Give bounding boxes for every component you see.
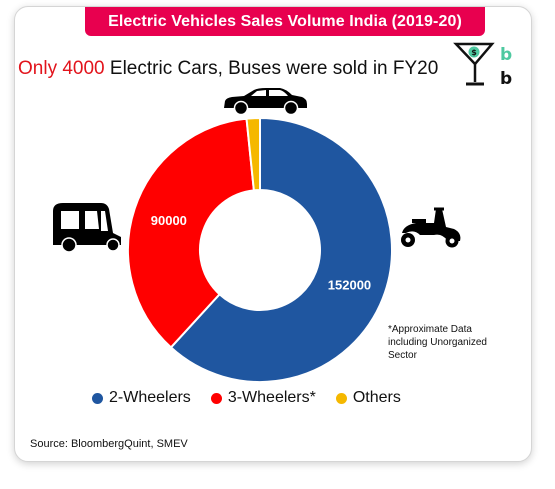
subtitle-rest: Electric Cars, Buses were sold in FY20 xyxy=(104,58,439,79)
donut-chart: 152000 90000 xyxy=(127,116,393,383)
donut-slice-2-wheelers xyxy=(169,116,393,383)
footnote: *Approximate Data including Unorganized … xyxy=(388,323,487,362)
title-banner: Electric Vehicles Sales Volume India (20… xyxy=(85,7,485,36)
donut-slice-3-wheelers xyxy=(127,117,255,349)
logo-letter-top: b xyxy=(500,45,512,65)
footnote-line: *Approximate Data xyxy=(388,324,472,335)
logo-letter-bottom: b xyxy=(500,69,512,89)
scooter-icon xyxy=(401,207,461,248)
donut-slice-others xyxy=(245,116,261,192)
car-icon xyxy=(224,88,307,116)
chart-legend: 2-Wheelers 3-Wheelers* Others xyxy=(92,389,401,407)
subtitle-highlight: Only 4000 xyxy=(18,58,105,79)
legend-marker xyxy=(210,392,222,404)
legend-label: Others xyxy=(352,389,401,406)
legend-label: 2-Wheelers xyxy=(109,389,191,406)
logo-symbol: $ xyxy=(471,48,477,57)
data-label: 152000 xyxy=(328,278,371,293)
footnote-line: including Unorganized xyxy=(388,337,487,348)
legend-marker xyxy=(92,392,103,404)
legend-item-others: Others xyxy=(335,389,401,407)
legend-item-3-wheelers: 3-Wheelers* xyxy=(210,389,316,407)
legend-marker xyxy=(335,392,347,404)
legend-label: 3-Wheelers* xyxy=(227,389,316,406)
auto-rickshaw-icon xyxy=(53,203,121,253)
legend-item-2-wheelers: 2-Wheelers xyxy=(92,389,191,407)
footnote-line: Sector xyxy=(388,350,417,361)
chart-title: Electric Vehicles Sales Volume India (20… xyxy=(108,12,462,30)
chart-subtitle: Only 4000 Electric Cars, Buses were sold… xyxy=(18,58,438,80)
data-label: 90000 xyxy=(151,213,187,228)
source-note: Source: BloombergQuint, SMEV xyxy=(30,438,188,450)
martini-logo-icon: $ b b xyxy=(453,42,512,89)
